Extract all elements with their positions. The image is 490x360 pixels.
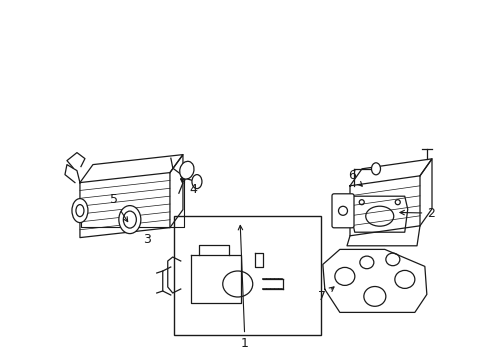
Ellipse shape [371,163,381,175]
Text: 5: 5 [110,193,128,222]
Text: 6: 6 [348,169,362,186]
Text: 3: 3 [143,233,151,246]
Bar [174,216,321,335]
Text: 7: 7 [318,287,334,303]
Ellipse shape [192,175,202,189]
Ellipse shape [119,206,141,234]
Text: 2: 2 [400,207,435,220]
Text: 1: 1 [238,225,249,350]
Ellipse shape [72,199,88,222]
Ellipse shape [180,161,194,179]
FancyBboxPatch shape [332,194,354,228]
Text: 4: 4 [180,179,197,195]
